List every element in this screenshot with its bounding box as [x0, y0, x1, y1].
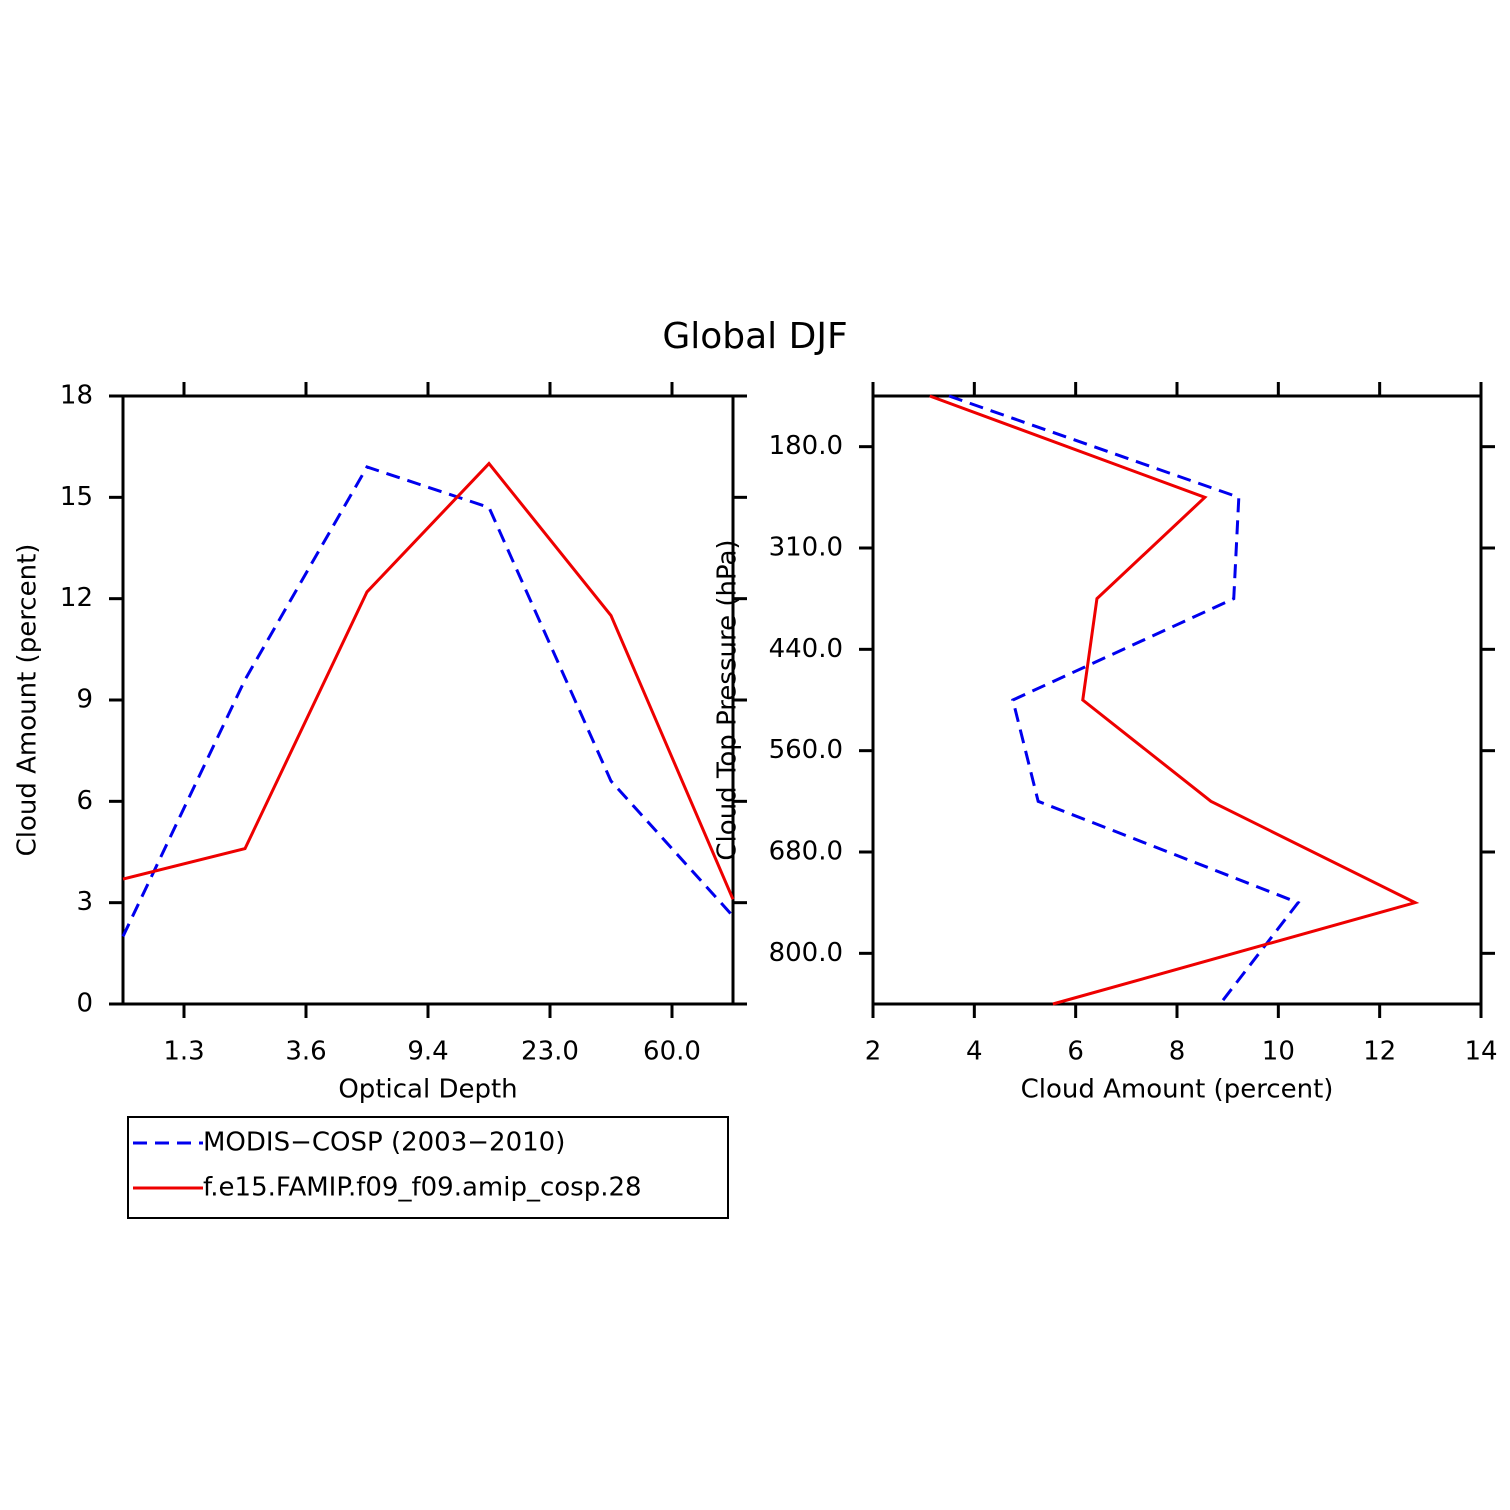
y-tick-label: 800.0 — [769, 938, 843, 968]
x-tick-label: 2 — [865, 1037, 882, 1067]
y-tick-label: 180.0 — [769, 431, 843, 461]
x-tick-label: 14 — [1464, 1037, 1497, 1067]
y-tick-label: 12 — [60, 583, 93, 613]
y-tick-label: 560.0 — [769, 735, 843, 765]
y-tick-label: 0 — [76, 989, 93, 1019]
y-axis-label: Cloud Amount (percent) — [13, 544, 43, 857]
series-line — [122, 461, 735, 900]
x-tick-label: 10 — [1262, 1037, 1295, 1067]
x-tick-label: 12 — [1363, 1037, 1396, 1067]
y-axis-label: Cloud Top Pressure (hPa) — [713, 539, 743, 860]
legend-label: MODIS−COSP (2003−2010) — [203, 1128, 565, 1158]
x-tick-label: 9.4 — [407, 1037, 448, 1067]
legend-label: f.e15.FAMIP.f09_f09.amip_cosp.28 — [203, 1173, 642, 1203]
series-line — [948, 394, 1301, 1005]
y-tick-label: 680.0 — [769, 837, 843, 867]
y-tick-label: 310.0 — [769, 533, 843, 563]
x-tick-label: 23.0 — [521, 1037, 579, 1067]
chart-title: Global DJF — [662, 316, 847, 357]
x-tick-label: 6 — [1067, 1037, 1084, 1067]
series-line — [929, 394, 1420, 1006]
x-tick-label: 1.3 — [163, 1037, 204, 1067]
y-tick-label: 18 — [60, 381, 93, 411]
y-tick-label: 15 — [60, 482, 93, 512]
y-tick-label: 440.0 — [769, 634, 843, 664]
x-tick-label: 8 — [1169, 1037, 1186, 1067]
legend-box — [127, 1116, 729, 1219]
x-tick-label: 4 — [966, 1037, 983, 1067]
x-tick-label: 3.6 — [285, 1037, 326, 1067]
y-tick-label: 3 — [76, 887, 93, 917]
x-axis-label: Optical Depth — [338, 1075, 517, 1105]
y-tick-label: 9 — [76, 685, 93, 715]
x-tick-label: 60.0 — [643, 1037, 701, 1067]
y-tick-label: 6 — [76, 786, 93, 816]
x-axis-label: Cloud Amount (percent) — [1021, 1075, 1334, 1105]
